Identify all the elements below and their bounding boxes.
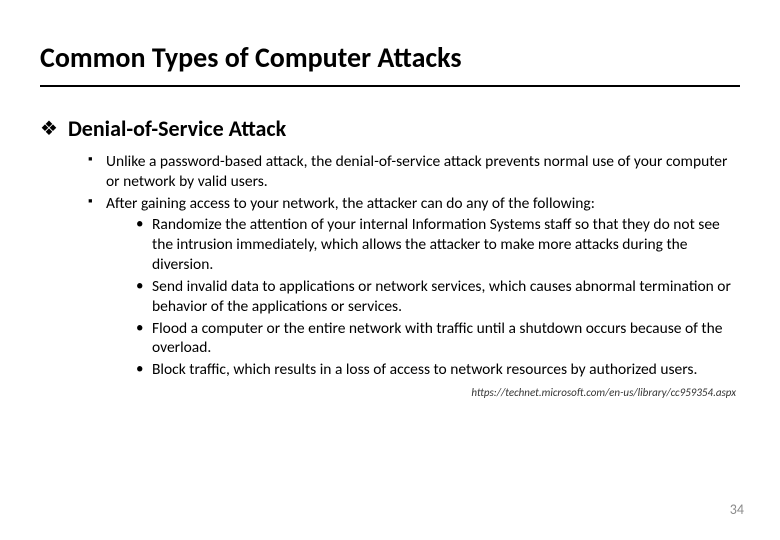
sub-bullet-item: Flood a computer or the entire network w…: [136, 319, 740, 359]
diamond-bullet-icon: ❖: [40, 117, 58, 141]
sub-bullet-item: Block traffic, which results in a loss o…: [136, 360, 740, 380]
bullet-text: Unlike a password-based attack, the deni…: [106, 152, 727, 191]
bullet-list: Unlike a password-based attack, the deni…: [40, 152, 740, 380]
slide-title: Common Types of Computer Attacks: [40, 40, 740, 87]
bullet-text: After gaining access to your network, th…: [106, 194, 595, 213]
page-number: 34: [730, 501, 744, 518]
sub-bullet-text: Send invalid data to applications or net…: [152, 277, 731, 316]
sub-bullet-text: Flood a computer or the entire network w…: [152, 319, 722, 358]
sub-bullet-item: Randomize the attention of your internal…: [136, 215, 740, 274]
sub-bullet-item: Send invalid data to applications or net…: [136, 277, 740, 317]
heading-row: ❖ Denial-of-Service Attack: [40, 115, 740, 142]
slide-body: Common Types of Computer Attacks ❖ Denia…: [0, 0, 780, 399]
bullet-item: After gaining access to your network, th…: [88, 194, 740, 380]
section-heading: Denial-of-Service Attack: [68, 115, 286, 142]
citation-url: https://technet.microsoft.com/en-us/libr…: [40, 386, 740, 399]
sub-bullet-list: Randomize the attention of your internal…: [106, 215, 740, 380]
sub-bullet-text: Randomize the attention of your internal…: [152, 215, 720, 274]
sub-bullet-text: Block traffic, which results in a loss o…: [152, 360, 697, 379]
bullet-item: Unlike a password-based attack, the deni…: [88, 152, 740, 192]
